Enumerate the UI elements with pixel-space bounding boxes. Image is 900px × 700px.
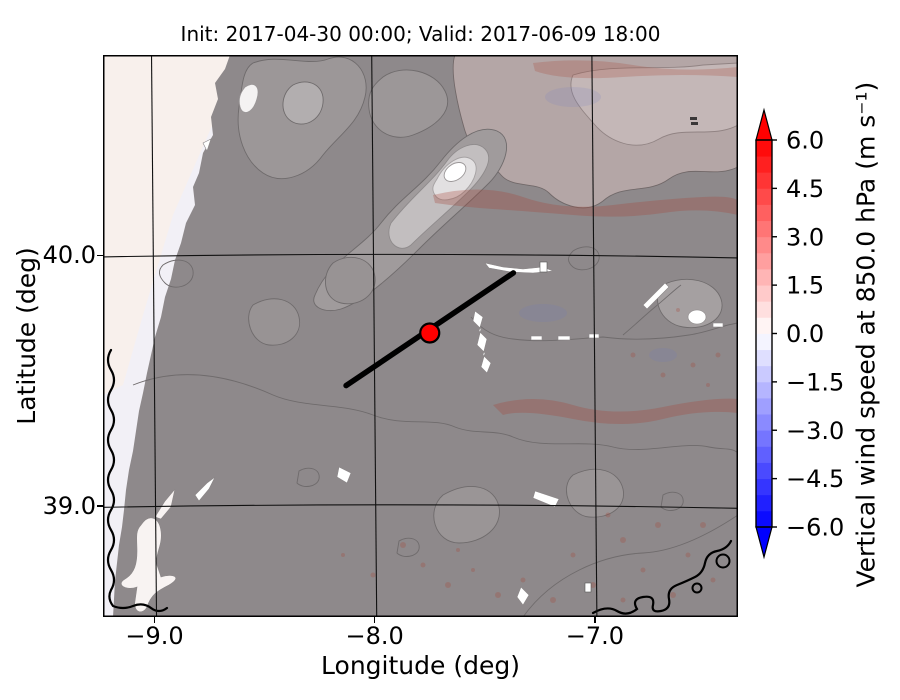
gridline-meridian xyxy=(150,55,158,617)
y-tickmark xyxy=(97,254,103,257)
x-tick-label: −7.0 xyxy=(565,622,625,650)
colorbar-segment xyxy=(756,381,772,399)
x-tickmark xyxy=(153,617,156,623)
colorbar: 6.0 4.5 3.0 1.5 0.0 −1.5 −3.0 −4.5 −6.0 xyxy=(755,107,844,560)
colorbar-label: Vertical wind speed at 850.0 hPa (m s⁻¹) xyxy=(851,81,881,588)
colorbar-segment xyxy=(756,365,772,383)
colorbar-segment xyxy=(756,188,772,205)
gridline-meridian xyxy=(591,55,598,617)
gridline-meridian xyxy=(371,55,378,617)
colorbar-arrow-up xyxy=(755,107,773,141)
ocean-tint xyxy=(103,55,243,395)
colorbar-segment xyxy=(756,172,772,189)
cross-section-marker xyxy=(419,322,441,344)
colorbar-segment xyxy=(756,236,772,254)
valley-whites xyxy=(120,138,724,613)
downdraft-tints xyxy=(519,87,677,362)
colorbar-segment xyxy=(756,446,772,463)
terrain-contours xyxy=(132,55,738,617)
colorbar-segment xyxy=(756,510,772,528)
figure-title: Init: 2017-04-30 00:00; Valid: 2017-06-0… xyxy=(180,22,661,46)
colorbar-segment xyxy=(756,398,772,415)
station-glyph xyxy=(690,117,698,125)
colorbar-segment xyxy=(756,220,772,238)
y-tickmark xyxy=(97,505,103,507)
colorbar-segment xyxy=(756,333,772,351)
colorbar-segment xyxy=(756,301,772,318)
colorbar-tick-label: 4.5 xyxy=(786,175,824,203)
colorbar-segment xyxy=(756,349,772,367)
colorbar-segment xyxy=(756,252,772,270)
colorbar-tick-label: −6.0 xyxy=(786,514,844,542)
x-tick-label: −8.0 xyxy=(345,622,404,650)
thick-contours xyxy=(106,348,733,615)
x-axis-label: Longitude (deg) xyxy=(321,651,520,680)
colorbar-arrow-down xyxy=(755,526,773,560)
colorbar-segment xyxy=(756,478,772,496)
updraft-wisps xyxy=(341,60,738,603)
colorbar-segment xyxy=(756,285,772,302)
y-axis-label: Latitude (deg) xyxy=(12,247,41,425)
colorbar-tick-label: 6.0 xyxy=(786,127,824,155)
colorbar-segment xyxy=(756,317,772,334)
colorbar-segment xyxy=(756,204,772,222)
colorbar-segment xyxy=(756,156,772,173)
colorbar-tick-label: −4.5 xyxy=(786,465,844,493)
map-canvas xyxy=(103,55,738,617)
colorbar-segment xyxy=(756,462,772,480)
cross-section-overlay xyxy=(343,270,517,389)
colorbar-tick-label: 1.5 xyxy=(786,272,824,300)
y-tick-label: 40.0 xyxy=(42,241,96,270)
colorbar-segment xyxy=(756,269,772,286)
colorbar-tick-label: −3.0 xyxy=(786,417,844,445)
colorbar-segment xyxy=(756,494,772,512)
colorbar-tick-label: 0.0 xyxy=(786,320,824,348)
colorbar-tick-label: −1.5 xyxy=(786,368,844,396)
colorbar-segment xyxy=(756,140,772,157)
gridline-parallel xyxy=(103,504,738,509)
map-plot xyxy=(103,55,738,617)
x-tickmark xyxy=(594,617,596,623)
colorbar-tick-label: 3.0 xyxy=(786,223,824,251)
colorbar-segment xyxy=(756,414,772,431)
x-tickmark xyxy=(373,617,376,623)
y-tick-label: 39.0 xyxy=(42,491,96,520)
colorbar-segment xyxy=(756,430,772,447)
graticule xyxy=(103,55,738,617)
x-tick-label: −9.0 xyxy=(125,622,184,650)
gridline-parallel xyxy=(103,253,738,259)
